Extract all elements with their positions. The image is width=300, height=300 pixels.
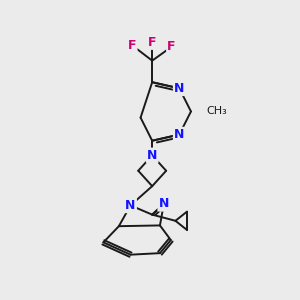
Text: N: N xyxy=(125,199,136,212)
Text: N: N xyxy=(174,82,184,95)
Text: N: N xyxy=(159,197,169,210)
Text: CH₃: CH₃ xyxy=(206,106,227,116)
Text: N: N xyxy=(174,128,184,141)
Text: N: N xyxy=(147,149,158,162)
Text: F: F xyxy=(148,36,157,49)
Text: F: F xyxy=(128,39,136,52)
Text: F: F xyxy=(167,40,176,53)
